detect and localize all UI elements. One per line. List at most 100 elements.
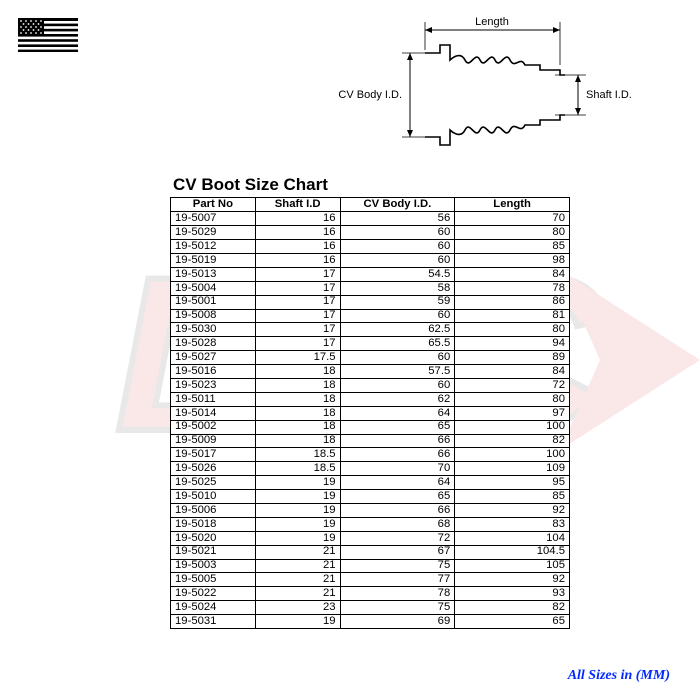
cell-partno: 19-5011 bbox=[171, 392, 256, 406]
cell-cvbody: 68 bbox=[340, 517, 455, 531]
cell-shaft: 18 bbox=[255, 434, 340, 448]
length-label: Length bbox=[475, 16, 509, 28]
cell-length: 97 bbox=[455, 406, 570, 420]
table-row: 19-5010196585 bbox=[171, 490, 570, 504]
cell-length: 92 bbox=[455, 573, 570, 587]
table-row: 19-5012166085 bbox=[171, 240, 570, 254]
cell-length: 84 bbox=[455, 267, 570, 281]
cell-cvbody: 60 bbox=[340, 240, 455, 254]
table-row: 19-5025196495 bbox=[171, 476, 570, 490]
cell-shaft: 17 bbox=[255, 281, 340, 295]
cell-shaft: 18 bbox=[255, 392, 340, 406]
cell-shaft: 21 bbox=[255, 573, 340, 587]
cell-length: 82 bbox=[455, 434, 570, 448]
cell-shaft: 19 bbox=[255, 476, 340, 490]
cell-length: 89 bbox=[455, 351, 570, 365]
table-row: 19-50301762.580 bbox=[171, 323, 570, 337]
table-row: 19-502618.570109 bbox=[171, 462, 570, 476]
cell-shaft: 19 bbox=[255, 490, 340, 504]
cell-partno: 19-5019 bbox=[171, 253, 256, 267]
table-row: 19-501718.566100 bbox=[171, 448, 570, 462]
cell-length: 92 bbox=[455, 504, 570, 518]
cell-cvbody: 65 bbox=[340, 420, 455, 434]
cell-shaft: 18 bbox=[255, 365, 340, 379]
cell-partno: 19-5014 bbox=[171, 406, 256, 420]
cell-cvbody: 66 bbox=[340, 434, 455, 448]
cell-cvbody: 64 bbox=[340, 406, 455, 420]
cell-partno: 19-5007 bbox=[171, 212, 256, 226]
cell-shaft: 18 bbox=[255, 420, 340, 434]
cell-cvbody: 66 bbox=[340, 448, 455, 462]
cell-shaft: 21 bbox=[255, 587, 340, 601]
cell-partno: 19-5018 bbox=[171, 517, 256, 531]
table-row: 19-5007165670 bbox=[171, 212, 570, 226]
cell-cvbody: 78 bbox=[340, 587, 455, 601]
cell-partno: 19-5025 bbox=[171, 476, 256, 490]
cv-boot-diagram: Length CV Body I.D. Shaft I.D. bbox=[330, 10, 640, 170]
cell-cvbody: 59 bbox=[340, 295, 455, 309]
cell-partno: 19-5009 bbox=[171, 434, 256, 448]
table-row: 19-50281765.594 bbox=[171, 337, 570, 351]
cell-partno: 19-5017 bbox=[171, 448, 256, 462]
cell-shaft: 19 bbox=[255, 615, 340, 629]
cell-length: 78 bbox=[455, 281, 570, 295]
table-row: 19-50021865100 bbox=[171, 420, 570, 434]
table-row: 19-50161857.584 bbox=[171, 365, 570, 379]
cell-shaft: 23 bbox=[255, 601, 340, 615]
cell-length: 94 bbox=[455, 337, 570, 351]
cell-shaft: 18 bbox=[255, 378, 340, 392]
cell-shaft: 17 bbox=[255, 267, 340, 281]
cell-cvbody: 60 bbox=[340, 309, 455, 323]
cell-cvbody: 60 bbox=[340, 253, 455, 267]
cell-shaft: 19 bbox=[255, 517, 340, 531]
table-row: 19-5004175878 bbox=[171, 281, 570, 295]
cell-cvbody: 60 bbox=[340, 378, 455, 392]
table-row: 19-5031196965 bbox=[171, 615, 570, 629]
cell-shaft: 17 bbox=[255, 337, 340, 351]
cell-shaft: 18 bbox=[255, 406, 340, 420]
cell-cvbody: 58 bbox=[340, 281, 455, 295]
table-row: 19-50032175105 bbox=[171, 559, 570, 573]
cell-length: 81 bbox=[455, 309, 570, 323]
cell-partno: 19-5029 bbox=[171, 226, 256, 240]
cv-body-label: CV Body I.D. bbox=[338, 89, 402, 101]
table-row: 19-5019166098 bbox=[171, 253, 570, 267]
cell-partno: 19-5026 bbox=[171, 462, 256, 476]
cell-partno: 19-5016 bbox=[171, 365, 256, 379]
us-flag-icon bbox=[18, 18, 78, 52]
cell-partno: 19-5012 bbox=[171, 240, 256, 254]
cell-length: 85 bbox=[455, 240, 570, 254]
cell-cvbody: 57.5 bbox=[340, 365, 455, 379]
cell-partno: 19-5022 bbox=[171, 587, 256, 601]
cell-shaft: 16 bbox=[255, 240, 340, 254]
chart-title: CV Boot Size Chart bbox=[173, 175, 570, 195]
cell-cvbody: 65.5 bbox=[340, 337, 455, 351]
cell-shaft: 18.5 bbox=[255, 448, 340, 462]
table-row: 19-50201972104 bbox=[171, 531, 570, 545]
table-row: 19-5009186682 bbox=[171, 434, 570, 448]
col-partno: Part No bbox=[171, 198, 256, 212]
cell-shaft: 21 bbox=[255, 545, 340, 559]
cell-partno: 19-5021 bbox=[171, 545, 256, 559]
cell-shaft: 17 bbox=[255, 309, 340, 323]
cell-partno: 19-5001 bbox=[171, 295, 256, 309]
cell-cvbody: 56 bbox=[340, 212, 455, 226]
cell-cvbody: 64 bbox=[340, 476, 455, 490]
table-row: 19-5011186280 bbox=[171, 392, 570, 406]
cell-length: 100 bbox=[455, 420, 570, 434]
table-row: 19-5022217893 bbox=[171, 587, 570, 601]
cell-partno: 19-5027 bbox=[171, 351, 256, 365]
cell-partno: 19-5006 bbox=[171, 504, 256, 518]
cell-shaft: 18.5 bbox=[255, 462, 340, 476]
cell-length: 80 bbox=[455, 392, 570, 406]
cell-partno: 19-5031 bbox=[171, 615, 256, 629]
cell-cvbody: 62.5 bbox=[340, 323, 455, 337]
cell-cvbody: 66 bbox=[340, 504, 455, 518]
cell-cvbody: 60 bbox=[340, 351, 455, 365]
table-row: 19-502717.56089 bbox=[171, 351, 570, 365]
cell-shaft: 17 bbox=[255, 295, 340, 309]
table-row: 19-5005217792 bbox=[171, 573, 570, 587]
table-row: 19-50131754.584 bbox=[171, 267, 570, 281]
cell-shaft: 21 bbox=[255, 559, 340, 573]
cell-partno: 19-5010 bbox=[171, 490, 256, 504]
